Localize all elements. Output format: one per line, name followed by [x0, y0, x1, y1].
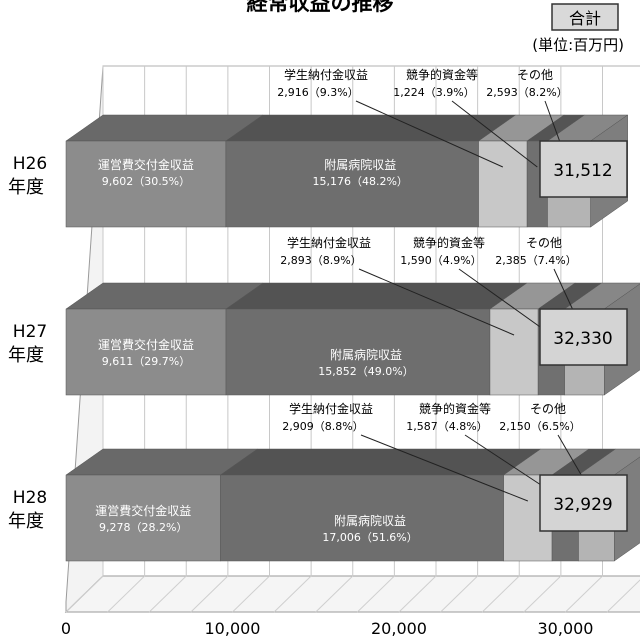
total-header-box: [551, 3, 619, 31]
category-label: 年度: [8, 177, 44, 198]
segment-label: 附属病院収益: [324, 157, 396, 172]
segment-label: 運営費交付金収益: [95, 503, 191, 518]
total-box: [539, 140, 628, 198]
callout-label: 競争的資金等: [413, 235, 485, 250]
unit-label: (単位:百万円): [532, 36, 624, 54]
x-tick-label: 0: [61, 619, 71, 638]
bar-segment: [65, 140, 227, 228]
bar-top-face: [225, 114, 517, 142]
floor: [64, 575, 640, 613]
callout-value-label: 2,150（6.5%）: [499, 420, 580, 433]
segment-value-label: 15,176（48.2%）: [312, 175, 407, 188]
category-label: H26: [13, 154, 47, 174]
callout-value-label: 1,224（3.9%）: [393, 86, 474, 99]
total-box: [539, 308, 628, 366]
x-tick-label: 30,000: [538, 619, 594, 638]
total-value: 32,929: [553, 495, 612, 515]
category-label: H27: [13, 322, 47, 342]
bar-top-face: [225, 282, 528, 310]
floor-gridline: [357, 575, 395, 613]
floor-gridline: [440, 575, 478, 613]
bar-segment: [225, 140, 479, 228]
segment-value-label: 15,852（49.0%）: [318, 365, 413, 378]
x-tick-label: 10,000: [205, 619, 261, 638]
bar-segment: [489, 308, 539, 396]
floor-gridline: [107, 575, 145, 613]
segment-value-label: 17,006（51.6%）: [322, 531, 417, 544]
callout-label: 競争的資金等: [419, 401, 491, 416]
floor-gridline: [232, 575, 270, 613]
segment-value-label: 9,602（30.5%）: [102, 175, 190, 188]
total-header: 合計: [569, 9, 601, 28]
total-value: 31,512: [553, 161, 612, 181]
category-label: 年度: [8, 345, 44, 366]
bar-segment: [65, 474, 221, 562]
segment-value-label: 9,278（28.2%）: [99, 521, 187, 534]
callout-label: 学生納付金収益: [287, 235, 371, 250]
floor-gridline: [65, 575, 104, 613]
callout-label: その他: [530, 402, 566, 416]
callout-label: その他: [517, 68, 553, 82]
floor-gridline: [148, 575, 187, 613]
floor-gridline: [398, 575, 437, 613]
category-label: H28: [13, 488, 47, 508]
bar-segment: [225, 308, 491, 396]
total-value: 32,330: [553, 329, 612, 349]
chart-title: 経常収益の推移: [247, 0, 394, 15]
total-box: [539, 474, 628, 532]
callout-value-label: 1,590（4.9%）: [400, 254, 481, 267]
callout-leader: [355, 100, 504, 168]
callout-value-label: 1,587（4.8%）: [406, 420, 487, 433]
segment-label: 附属病院収益: [330, 347, 402, 362]
callout-label: その他: [526, 236, 562, 250]
callout-value-label: 2,385（7.4%）: [495, 254, 576, 267]
floor-gridline: [565, 575, 603, 613]
callout-label: 学生納付金収益: [284, 67, 368, 82]
floor-gridline: [315, 575, 354, 613]
bar-segment: [478, 140, 528, 228]
floor-gridline: [273, 575, 312, 613]
segment-label: 運営費交付金収益: [98, 337, 194, 352]
category-label: 年度: [8, 511, 44, 532]
bar-segment: [65, 308, 227, 396]
callout-value-label: 2,893（8.9%）: [280, 254, 361, 267]
callout-leader: [458, 268, 552, 336]
callout-leader: [358, 268, 515, 336]
callout-label: 競争的資金等: [406, 67, 478, 82]
segment-value-label: 9,611（29.7%）: [102, 355, 190, 368]
segment-label: 運営費交付金収益: [98, 157, 194, 172]
floor-gridline: [606, 579, 640, 613]
callout-label: 学生納付金収益: [289, 401, 373, 416]
callout-leader: [451, 100, 538, 168]
callout-value-label: 2,593（8.2%）: [486, 86, 567, 99]
floor-gridline: [190, 575, 229, 613]
callout-leader: [360, 434, 529, 502]
segment-label: 附属病院収益: [334, 513, 406, 528]
callout-value-label: 2,916（9.3%）: [277, 86, 358, 99]
floor-gridline: [481, 575, 520, 613]
x-tick-label: 20,000: [371, 619, 427, 638]
bar-segment: [220, 474, 504, 562]
floor-gridline: [523, 575, 562, 613]
callout-value-label: 2,909（8.8%）: [282, 420, 363, 433]
